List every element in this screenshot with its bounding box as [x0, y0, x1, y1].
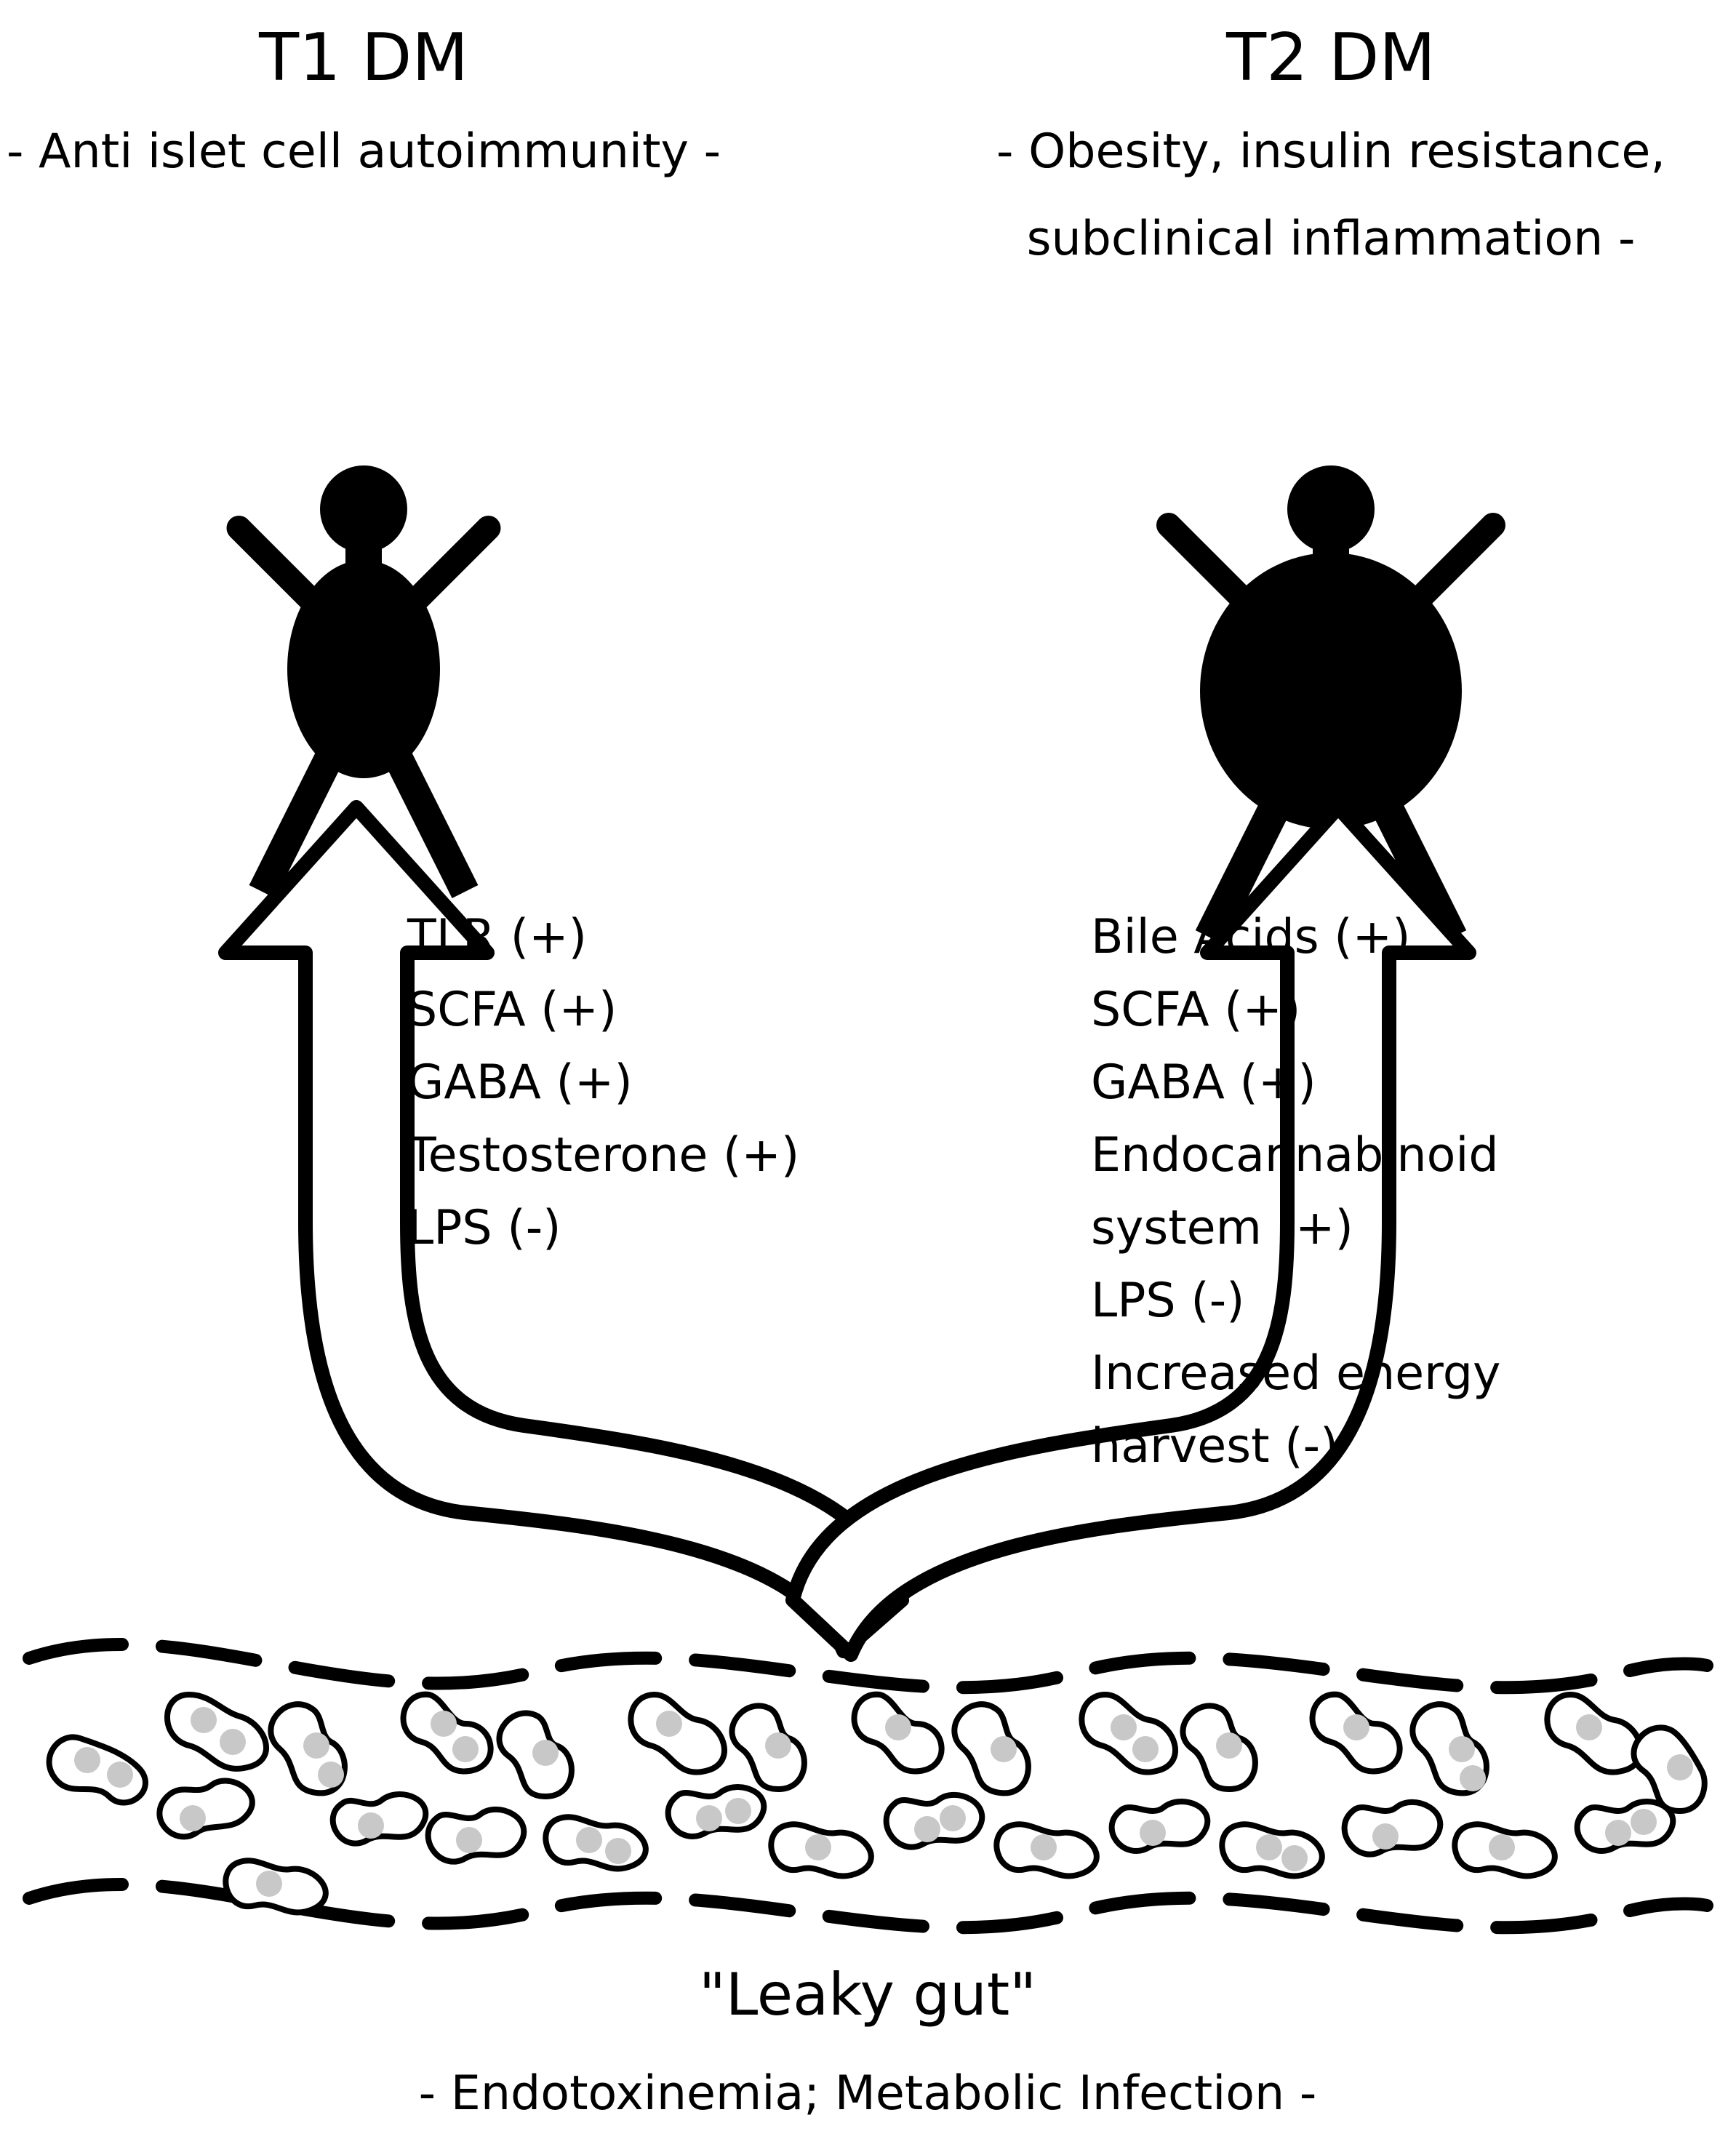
microbe-26-dot-0: [1576, 1714, 1602, 1740]
list-right-item-0: Bile Acids (+): [1091, 910, 1410, 964]
list-right-item-3: Endocannabinoid: [1091, 1128, 1499, 1183]
microbe-15-dot-0: [914, 1816, 940, 1842]
microbe-4-dot-1: [318, 1762, 344, 1788]
microbe-24-dot-1: [1460, 1765, 1486, 1791]
subtitle-right-0: - Obesity, insulin resistance,: [996, 124, 1665, 179]
list-right-item-6: Increased energy: [1091, 1346, 1500, 1401]
microbe-27-dot-1: [1631, 1809, 1657, 1835]
list-left-item-0: TLR (+): [407, 910, 587, 964]
microbe-10-dot-0: [656, 1711, 682, 1737]
microbe-9-dot-0: [576, 1827, 602, 1853]
microbe-4-dot-0: [303, 1732, 329, 1759]
microbe-14-dot-0: [885, 1714, 911, 1740]
microbe-2-dot-0: [180, 1805, 206, 1831]
microbe-12-dot-0: [765, 1732, 791, 1759]
microbe-22-dot-0: [1343, 1714, 1369, 1740]
list-left-item-4: LPS (-): [407, 1201, 561, 1255]
list-left-item-2: GABA (+): [407, 1055, 633, 1110]
microbe-8-dot-0: [532, 1740, 559, 1766]
microbe-17-dot-0: [1031, 1834, 1057, 1860]
list-right-item-1: SCFA (+): [1091, 983, 1300, 1037]
microbe-24-dot-0: [1449, 1736, 1475, 1762]
microbe-0-dot-1: [107, 1762, 133, 1788]
microbe-1-dot-1: [220, 1729, 246, 1755]
list-left-item-3: Testosterone (+): [407, 1128, 799, 1183]
microbe-18-dot-0: [1111, 1714, 1137, 1740]
subtitle-left-0: - Anti islet cell autoimmunity -: [7, 124, 721, 179]
subtitle-right-1: subclinical inflammation -: [1027, 212, 1636, 266]
list-left-item-1: SCFA (+): [407, 983, 617, 1037]
microbe-3-dot-0: [256, 1871, 282, 1897]
microbe-9-dot-1: [605, 1838, 631, 1864]
list-right-item-7: harvest (-): [1091, 1419, 1338, 1474]
microbe-18-dot-1: [1132, 1736, 1159, 1762]
list-right-item-5: LPS (-): [1091, 1274, 1245, 1328]
microbe-1-dot-0: [191, 1707, 217, 1733]
footer-subtitle: - Endotoxinemia; Metabolic Infection -: [419, 2066, 1317, 2121]
microbe-7-dot-0: [456, 1827, 482, 1853]
microbe-16-dot-0: [991, 1736, 1017, 1762]
microbe-15-dot-1: [940, 1805, 966, 1831]
background: [0, 0, 1736, 2139]
microbe-0-dot-0: [74, 1747, 100, 1773]
microbe-21-dot-0: [1256, 1834, 1282, 1860]
microbe-11-dot-0: [696, 1805, 722, 1831]
microbe-23-dot-0: [1372, 1823, 1399, 1850]
microbe-5-dot-0: [358, 1812, 384, 1839]
microbe-28-dot-0: [1667, 1754, 1693, 1780]
list-right-item-4: system (+): [1091, 1201, 1353, 1255]
leaky-gut-label: "Leaky gut": [699, 1961, 1036, 2028]
title-left: T1 DM: [258, 20, 468, 96]
microbe-6-dot-1: [452, 1736, 479, 1762]
microbe-13-dot-0: [805, 1834, 831, 1860]
microbe-6-dot-0: [431, 1711, 457, 1737]
microbe-20-dot-0: [1216, 1732, 1242, 1759]
microbe-21-dot-1: [1281, 1845, 1308, 1871]
list-right-item-2: GABA (+): [1091, 1055, 1316, 1110]
microbe-27-dot-0: [1605, 1820, 1631, 1846]
microbe-19-dot-0: [1140, 1820, 1166, 1846]
title-right: T2 DM: [1225, 20, 1436, 96]
microbe-25-dot-0: [1489, 1834, 1515, 1860]
microbe-11-dot-1: [725, 1798, 751, 1824]
